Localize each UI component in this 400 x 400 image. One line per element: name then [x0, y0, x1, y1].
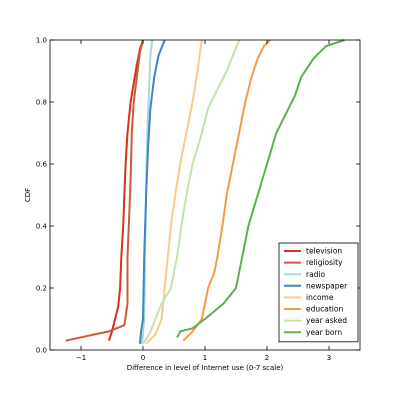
legend-label: income — [306, 293, 334, 302]
x-tick-label: 0 — [141, 354, 145, 362]
series-line-education — [182, 39, 271, 342]
legend-label: year born — [306, 328, 342, 337]
x-axis-label: Difference in level of Internet use (0-7… — [127, 364, 284, 372]
y-tick-label: 0.8 — [36, 99, 47, 107]
legend-box — [278, 242, 359, 343]
series-line-year-born — [176, 39, 345, 339]
series-layer — [65, 39, 345, 345]
legend-label: newspaper — [306, 281, 348, 290]
legend-label: religiosity — [306, 258, 343, 267]
series-line-year-asked — [142, 39, 241, 345]
y-axis-label: CDF — [24, 188, 32, 202]
series-line-television — [107, 39, 144, 342]
y-tick-label: 0.6 — [36, 161, 48, 169]
x-tick-label: −1 — [76, 354, 86, 362]
x-tick-label: 1 — [203, 354, 207, 362]
y-axis-ticks: 0.0 0.2 0.4 0.6 0.8 1.0 — [36, 37, 360, 355]
series-line-religiosity — [65, 39, 144, 342]
series-line-newspaper — [138, 39, 166, 344]
legend-label: education — [306, 305, 343, 314]
y-tick-label: 0.4 — [36, 223, 48, 231]
x-axis-ticks: −1 0 1 2 3 — [76, 40, 331, 362]
legend-label: television — [306, 247, 342, 256]
series-line-income — [145, 39, 203, 345]
y-tick-label: 0.0 — [36, 347, 47, 355]
y-tick-label: 0.2 — [36, 285, 47, 293]
legend-label: radio — [306, 270, 326, 279]
x-tick-label: 2 — [265, 354, 269, 362]
y-tick-label: 1.0 — [36, 37, 47, 45]
x-tick-label: 3 — [327, 354, 331, 362]
legend: television religiosity radio newspaper incom… — [278, 242, 359, 343]
legend-label: year asked — [306, 316, 347, 325]
